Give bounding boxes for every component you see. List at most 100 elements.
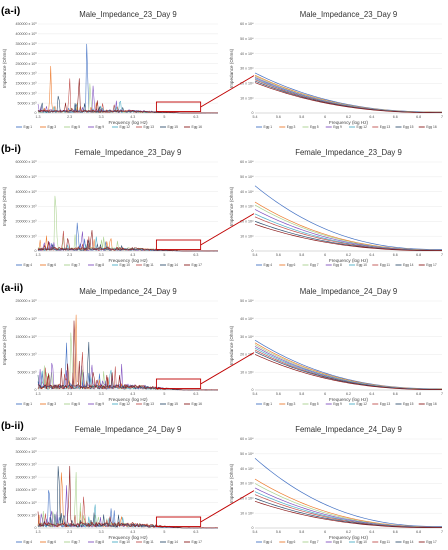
x-tick-label: 3.3 bbox=[99, 253, 104, 257]
y-axis-label: Impedance (Ohms) bbox=[2, 48, 7, 88]
x-tick-label: 6.6 bbox=[393, 530, 398, 534]
panel-tag: (b-ii) bbox=[1, 420, 24, 432]
legend-label: Egg 1 bbox=[24, 402, 33, 406]
y-axis-label: Impedance (Ohms) bbox=[229, 463, 234, 503]
x-tick-label: 5.4 bbox=[253, 392, 258, 396]
y-tick-label: 250000 x 10³ bbox=[16, 299, 38, 303]
legend-label: Egg 12 bbox=[120, 125, 131, 129]
zoom-connector-arrow bbox=[200, 490, 255, 523]
legend-label: Egg 8 bbox=[96, 263, 105, 267]
x-tick-label: 1.3 bbox=[36, 392, 41, 396]
x-tick-label: 3.3 bbox=[99, 530, 104, 534]
x-axis-label: Frequency (log Hz) bbox=[329, 120, 369, 125]
legend-label: Egg 14 bbox=[403, 540, 414, 544]
x-tick-label: 2.3 bbox=[67, 253, 72, 257]
x-tick-label: 6.4 bbox=[369, 392, 374, 396]
x-axis-label: Frequency (log Hz) bbox=[108, 397, 148, 402]
y-tick-label: 60 x 10⁴ bbox=[240, 22, 254, 26]
legend-label: Egg 17 bbox=[192, 540, 203, 544]
y-tick-label: 40 x 10⁴ bbox=[240, 467, 254, 471]
legend-label: Egg 6 bbox=[287, 540, 296, 544]
left-legend: Egg 4 Egg 6 Egg 7 Egg 8 Egg 10 Egg 11 Egg 14 Eg… bbox=[16, 540, 202, 544]
y-tick-label: 300000 x 10³ bbox=[16, 450, 38, 454]
right-chart-2: 0 10 x 10⁴ 20 x 10⁴ 30 x 10⁴ 40 x 10⁴ 50 x 10… bbox=[229, 287, 443, 402]
y-tick-label: 0 bbox=[35, 249, 37, 253]
y-tick-label: 600000 x 10³ bbox=[16, 160, 38, 164]
y-axis-label: Impedance (Ohms) bbox=[229, 48, 234, 88]
zoom-connector-arrow bbox=[200, 75, 255, 108]
x-tick-label: 6.4 bbox=[369, 253, 374, 257]
y-tick-label: 350000 x 10³ bbox=[16, 437, 38, 441]
x-tick-label: 5.4 bbox=[253, 115, 258, 119]
y-tick-label: 50 x 10⁴ bbox=[240, 299, 254, 303]
legend-label: Egg 7 bbox=[72, 540, 81, 544]
legend-label: Egg 4 bbox=[24, 263, 33, 267]
legend-label: Egg 11 bbox=[144, 263, 154, 267]
y-axis-label: Impedance (Ohms) bbox=[2, 463, 7, 503]
legend-label: Egg 17 bbox=[192, 263, 203, 267]
x-tick-label: 1.3 bbox=[36, 530, 41, 534]
legend-label: Egg 8 bbox=[333, 263, 342, 267]
x-tick-label: 6.8 bbox=[416, 392, 421, 396]
y-tick-label: 50 x 10⁴ bbox=[240, 175, 254, 179]
y-tick-label: 20 x 10⁴ bbox=[240, 82, 254, 86]
legend-label: Egg 7 bbox=[310, 540, 319, 544]
y-tick-label: 250000 x 10³ bbox=[16, 62, 38, 66]
y-tick-label: 0 bbox=[35, 111, 37, 115]
y-tick-label: 350000 x 10³ bbox=[16, 42, 38, 46]
series-line bbox=[254, 79, 443, 113]
panel-tag: (a-ii) bbox=[1, 282, 23, 294]
chart-title: Female_Impedance_24_Day 9 bbox=[75, 425, 182, 434]
x-tick-label: 4.3 bbox=[130, 392, 135, 396]
x-tick-label: 6.3 bbox=[193, 392, 198, 396]
x-axis-label: Frequency (log Hz) bbox=[329, 535, 369, 540]
y-tick-label: 150000 x 10³ bbox=[16, 488, 38, 492]
y-tick-label: 10 x 10⁴ bbox=[240, 370, 254, 374]
legend-label: Egg 3 bbox=[287, 125, 296, 129]
x-tick-label: 5.4 bbox=[253, 253, 258, 257]
y-axis-label: Impedance (Ohms) bbox=[2, 186, 7, 226]
series-line bbox=[37, 222, 219, 252]
y-tick-label: 20 x 10⁴ bbox=[240, 497, 254, 501]
y-tick-label: 100000 x 10³ bbox=[16, 353, 38, 357]
x-tick-label: 7 bbox=[441, 530, 443, 534]
x-tick-label: 6 bbox=[324, 392, 326, 396]
x-tick-label: 6.6 bbox=[393, 253, 398, 257]
x-tick-label: 6 bbox=[324, 253, 326, 257]
y-tick-label: 0 bbox=[252, 526, 254, 530]
x-tick-label: 6.6 bbox=[393, 115, 398, 119]
x-tick-label: 6.3 bbox=[193, 115, 198, 119]
right-chart-3: 0 10 x 10⁴ 20 x 10⁴ 30 x 10⁴ 40 x 10⁴ 50 x 10… bbox=[229, 425, 443, 540]
legend-label: Egg 10 bbox=[357, 540, 368, 544]
legend-label: Egg 9 bbox=[96, 402, 105, 406]
y-tick-label: 30 x 10⁴ bbox=[240, 335, 254, 339]
series-line bbox=[37, 78, 218, 114]
legend-label: Egg 9 bbox=[333, 402, 342, 406]
y-tick-label: 250000 x 10³ bbox=[16, 463, 38, 467]
x-tick-label: 6.2 bbox=[346, 530, 351, 534]
series-line bbox=[37, 465, 219, 529]
right-chart-1: 0 10 x 10⁴ 20 x 10⁴ 30 x 10⁴ 40 x 10⁴ 50 x 10… bbox=[229, 148, 443, 263]
x-tick-label: 6.3 bbox=[193, 530, 198, 534]
legend-label: Egg 6 bbox=[48, 263, 57, 267]
legend-label: Egg 5 bbox=[310, 402, 319, 406]
x-tick-label: 5.8 bbox=[299, 530, 304, 534]
y-tick-label: 10 x 10⁴ bbox=[240, 234, 254, 238]
y-tick-label: 200000 x 10³ bbox=[16, 72, 38, 76]
x-axis-label: Frequency (log Hz) bbox=[329, 258, 369, 263]
chart-title: Male_Impedance_24_Day 9 bbox=[300, 287, 398, 296]
zoom-region-box bbox=[155, 101, 202, 112]
y-tick-label: 50000 x 10³ bbox=[18, 101, 38, 105]
series-line bbox=[37, 320, 219, 391]
x-axis-label: Frequency (log Hz) bbox=[329, 397, 369, 402]
y-tick-label: 200000 x 10³ bbox=[16, 475, 38, 479]
series-line bbox=[37, 466, 219, 529]
x-tick-label: 6.2 bbox=[346, 253, 351, 257]
y-axis-label: Impedance (Ohms) bbox=[229, 186, 234, 226]
y-tick-label: 500000 x 10³ bbox=[16, 175, 38, 179]
legend-label: Egg 12 bbox=[357, 125, 368, 129]
x-tick-label: 5.8 bbox=[299, 253, 304, 257]
series-line bbox=[37, 342, 219, 391]
x-tick-label: 6 bbox=[324, 530, 326, 534]
